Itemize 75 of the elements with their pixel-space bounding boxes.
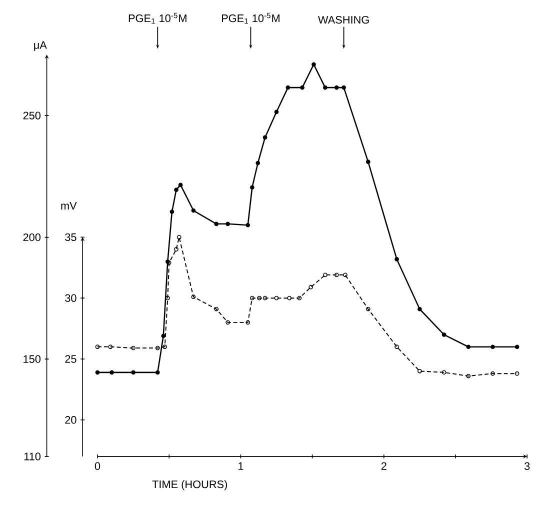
point bbox=[214, 306, 219, 312]
x-axis-title: TIME (HOURS) bbox=[152, 480, 228, 490]
point bbox=[110, 370, 114, 375]
point bbox=[256, 160, 260, 166]
annotation: PGE$_{1}$ 10$^{-5}$M bbox=[128, 12, 186, 24]
point bbox=[174, 247, 178, 252]
y-axis-title: μA bbox=[34, 41, 47, 51]
point bbox=[250, 185, 254, 190]
point bbox=[442, 370, 446, 374]
x-tick-label: 0 bbox=[94, 462, 100, 470]
point bbox=[274, 296, 279, 300]
point bbox=[308, 284, 314, 290]
point bbox=[323, 85, 328, 90]
y2-axis-title: mV bbox=[61, 202, 77, 210]
point bbox=[155, 346, 160, 350]
point bbox=[131, 370, 136, 375]
y-tick-label: 250 bbox=[23, 112, 41, 120]
point bbox=[250, 296, 254, 300]
point bbox=[191, 294, 196, 299]
y-tick-label: 110 bbox=[24, 452, 41, 460]
point bbox=[95, 344, 100, 349]
point bbox=[286, 85, 290, 90]
point bbox=[418, 306, 422, 312]
point bbox=[214, 222, 219, 226]
y2-tick-label: 20 bbox=[65, 416, 76, 424]
point bbox=[300, 85, 304, 90]
point bbox=[342, 85, 346, 90]
point bbox=[162, 344, 167, 349]
point bbox=[442, 332, 446, 337]
point bbox=[226, 222, 230, 226]
point bbox=[155, 370, 160, 375]
point bbox=[108, 344, 113, 349]
point bbox=[394, 344, 399, 349]
point bbox=[257, 296, 262, 300]
point bbox=[323, 272, 328, 278]
point bbox=[274, 110, 279, 114]
point bbox=[366, 160, 370, 164]
point bbox=[246, 320, 250, 325]
y-tick-label: 150 bbox=[24, 355, 41, 363]
point bbox=[490, 344, 495, 349]
point bbox=[174, 188, 178, 192]
point bbox=[514, 371, 520, 376]
point bbox=[418, 368, 422, 374]
point bbox=[366, 306, 370, 312]
y2-tick-label: 30 bbox=[65, 294, 76, 302]
point bbox=[466, 344, 471, 349]
annotation: WASHING bbox=[318, 16, 369, 24]
y2-tick-label: 35 bbox=[65, 233, 76, 241]
point bbox=[176, 234, 182, 240]
x-tick-label: 2 bbox=[381, 462, 386, 470]
point bbox=[246, 222, 250, 228]
point bbox=[490, 371, 495, 376]
point bbox=[334, 272, 339, 278]
point bbox=[131, 346, 136, 350]
point bbox=[312, 62, 316, 67]
point bbox=[466, 374, 471, 378]
point bbox=[297, 296, 302, 300]
point bbox=[161, 334, 166, 338]
point bbox=[262, 135, 268, 140]
point bbox=[334, 85, 339, 90]
point bbox=[394, 256, 399, 262]
annotation: PGE$_{1}$ 10$^{-5}$M bbox=[222, 12, 280, 24]
point bbox=[262, 296, 268, 300]
point bbox=[226, 320, 230, 325]
point bbox=[514, 344, 520, 349]
point bbox=[95, 370, 100, 375]
y2-tick-label: 25 bbox=[65, 355, 76, 363]
point bbox=[343, 272, 348, 278]
point bbox=[178, 182, 183, 188]
point bbox=[287, 296, 292, 300]
point bbox=[191, 208, 196, 213]
point bbox=[170, 209, 174, 214]
y-tick-label: 200 bbox=[23, 233, 41, 242]
x-tick-label: 1 bbox=[238, 462, 244, 470]
x-tick-label: 3 bbox=[524, 462, 530, 470]
